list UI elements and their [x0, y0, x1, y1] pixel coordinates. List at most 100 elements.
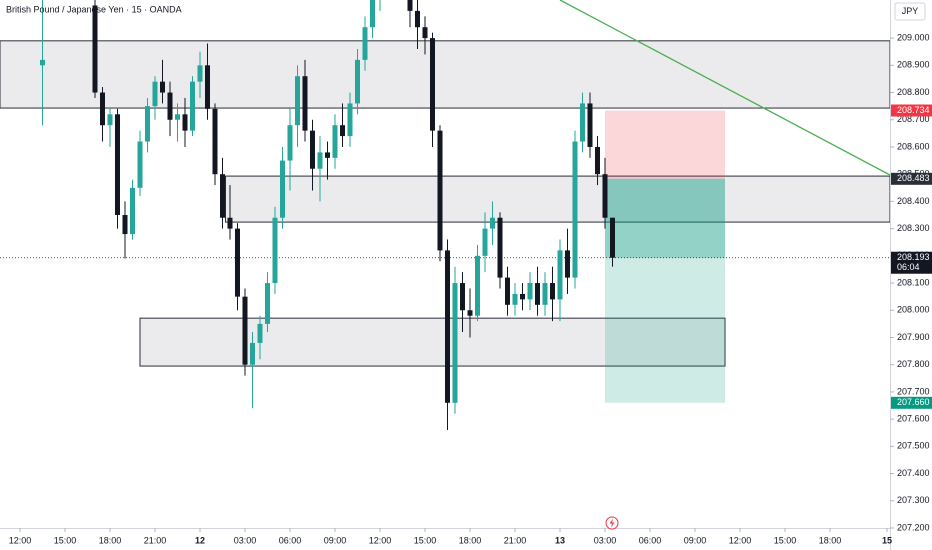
candle-body: [587, 103, 593, 147]
target-zone: [604, 178, 725, 403]
candle-body: [242, 296, 248, 365]
candle-body: [144, 106, 150, 142]
candle-body: [287, 125, 293, 161]
y-tick-label: 208.800: [897, 87, 930, 97]
zone: [224, 175, 890, 223]
candle-body: [197, 65, 203, 82]
candle-body: [99, 92, 105, 126]
candle-body: [339, 125, 345, 137]
candle-body: [152, 81, 158, 107]
replay-icon[interactable]: [605, 516, 619, 530]
candle-body: [204, 65, 210, 109]
open-pnl: [604, 178, 725, 258]
candle-body: [474, 255, 480, 316]
y-tick-label: 208.300: [897, 223, 930, 233]
x-tick-label: 03:00: [594, 535, 617, 545]
y-tick-label: 208.900: [897, 60, 930, 70]
candle-body: [212, 108, 218, 175]
candle-body: [467, 310, 473, 316]
candle-body: [482, 228, 488, 256]
candle-body: [309, 130, 315, 169]
price-tag-bg: [891, 251, 932, 274]
price-tag: 208.734: [897, 105, 930, 115]
x-tick-label: 13: [555, 535, 565, 545]
axes: 209.000208.900208.800208.700208.600208.5…: [9, 32, 932, 545]
candle-body: [594, 146, 600, 175]
x-tick-label: 21:00: [144, 535, 167, 545]
zone: [0, 40, 890, 109]
candle-body: [489, 217, 495, 229]
candle-body: [189, 81, 195, 131]
candle-body: [107, 114, 113, 126]
candle-body: [572, 141, 578, 278]
candle-body: [294, 76, 300, 126]
x-tick-label: 06:00: [639, 535, 662, 545]
candle-body: [549, 283, 555, 300]
candle-body: [542, 283, 548, 305]
candle-body: [527, 283, 533, 300]
candle-body: [137, 141, 143, 188]
candle-body: [444, 250, 450, 403]
candle-body: [534, 283, 540, 305]
y-tick-label: 207.200: [897, 522, 930, 532]
candle-body: [122, 215, 128, 235]
x-tick-label: 15:00: [54, 535, 77, 545]
candle-body: [512, 293, 518, 305]
y-tick-label: 207.700: [897, 386, 930, 396]
candle-body: [407, 0, 413, 11]
price-tag: 208.193: [897, 252, 930, 262]
candle-body: [332, 125, 338, 158]
candle-body: [249, 342, 255, 365]
x-tick-label: 15: [882, 535, 892, 545]
y-tick-label: 207.600: [897, 414, 930, 424]
x-tick-label: 12:00: [9, 535, 32, 545]
x-tick-label: 15:00: [414, 535, 437, 545]
x-tick-label: 18:00: [99, 535, 122, 545]
price-tag-bg: [891, 396, 932, 409]
candle-body: [227, 217, 233, 229]
y-tick-label: 207.500: [897, 441, 930, 451]
y-tick-label: 207.800: [897, 359, 930, 369]
currency-box[interactable]: [894, 2, 926, 21]
x-tick-label: 18:00: [819, 535, 842, 545]
countdown: 06:04: [897, 262, 920, 272]
chart-title: British Pound / Japanese Yen · 15 · OAND…: [6, 4, 182, 14]
price-tag-bg: [891, 104, 932, 117]
candle-body: [182, 114, 188, 131]
zone: [139, 317, 726, 367]
candle-body: [557, 250, 563, 300]
x-tick-label: 03:00: [234, 535, 257, 545]
candle-body: [174, 114, 180, 120]
candle-body: [219, 174, 225, 218]
x-tick-label: 12:00: [729, 535, 752, 545]
currency[interactable]: JPY: [902, 6, 919, 16]
candle-body: [39, 59, 45, 66]
candle-body: [167, 92, 173, 120]
candle-body: [362, 27, 368, 60]
y-tick-label: 208.600: [897, 141, 930, 151]
candle-body: [459, 283, 465, 311]
candle-body: [129, 187, 135, 235]
candle-body: [324, 152, 330, 158]
plot-area: [0, 0, 890, 431]
x-tick-label: 21:00: [504, 535, 527, 545]
candle-body: [602, 174, 608, 218]
candle-body: [564, 250, 570, 278]
x-tick-label: 18:00: [459, 535, 482, 545]
x-tick-label: 06:00: [279, 535, 302, 545]
candle-body: [609, 217, 615, 258]
candle-body: [114, 114, 120, 216]
candle-body: [264, 283, 270, 324]
y-tick-label: 208.100: [897, 277, 930, 287]
candle-body: [234, 228, 240, 297]
x-tick-label: 15:00: [774, 535, 797, 545]
stop-zone: [604, 110, 725, 179]
candle-body: [437, 130, 443, 251]
price-tag: 208.483: [897, 173, 930, 183]
x-tick-label: 09:00: [324, 535, 347, 545]
candle-body: [414, 10, 420, 28]
price-tag: 207.660: [897, 397, 930, 407]
candle-body: [257, 323, 263, 343]
y-tick-label: 207.300: [897, 495, 930, 505]
